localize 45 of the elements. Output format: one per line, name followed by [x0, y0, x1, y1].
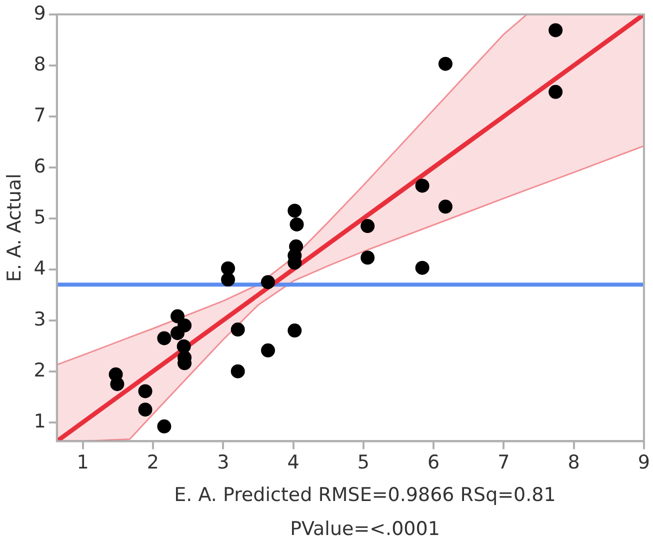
point — [230, 322, 245, 337]
point — [230, 364, 245, 378]
point — [221, 272, 236, 287]
point — [138, 402, 152, 417]
point — [290, 217, 304, 232]
y-tick-label: 9 — [34, 2, 46, 24]
x-tick-label: 1 — [76, 452, 89, 474]
x-tick-label: 4 — [287, 452, 300, 474]
point — [157, 419, 172, 434]
point — [288, 324, 302, 338]
x-tick-label: 5 — [357, 452, 370, 474]
x-tick-label: 2 — [146, 452, 160, 474]
x-axis-title: E. A. Predicted RMSE=0.9866 RSq=0.81 PValue=<.0001 — [173, 483, 557, 542]
point — [548, 23, 563, 38]
point — [360, 250, 375, 265]
y-tick-label: 3 — [34, 308, 46, 330]
point — [261, 275, 276, 290]
point — [261, 343, 276, 358]
y-tick-label: 6 — [34, 155, 46, 178]
point — [157, 331, 172, 346]
x-tick-label: 8 — [568, 452, 580, 474]
x-tick-label: 3 — [217, 452, 230, 474]
point — [415, 178, 430, 193]
y-tick-label: 8 — [34, 53, 46, 76]
point — [178, 318, 192, 332]
point — [288, 204, 302, 218]
point — [110, 377, 124, 392]
point — [548, 84, 563, 99]
y-tick-label: 2 — [34, 359, 46, 382]
y-axis-title: E. A. Actual — [3, 174, 26, 282]
y-tick-label: 1 — [34, 410, 46, 432]
point — [360, 219, 375, 234]
x-tick-label: 9 — [638, 452, 650, 474]
x-tick-label: 6 — [427, 452, 440, 474]
point — [221, 261, 236, 276]
point — [438, 200, 452, 214]
y-tick-label: 7 — [34, 104, 46, 126]
point — [438, 56, 452, 71]
x-tick-label: 7 — [498, 452, 510, 474]
point — [415, 260, 430, 275]
y-tick-label: 5 — [34, 206, 46, 228]
point — [170, 309, 185, 324]
point — [176, 339, 191, 354]
point — [138, 384, 152, 398]
y-tick-label: 4 — [34, 257, 46, 280]
